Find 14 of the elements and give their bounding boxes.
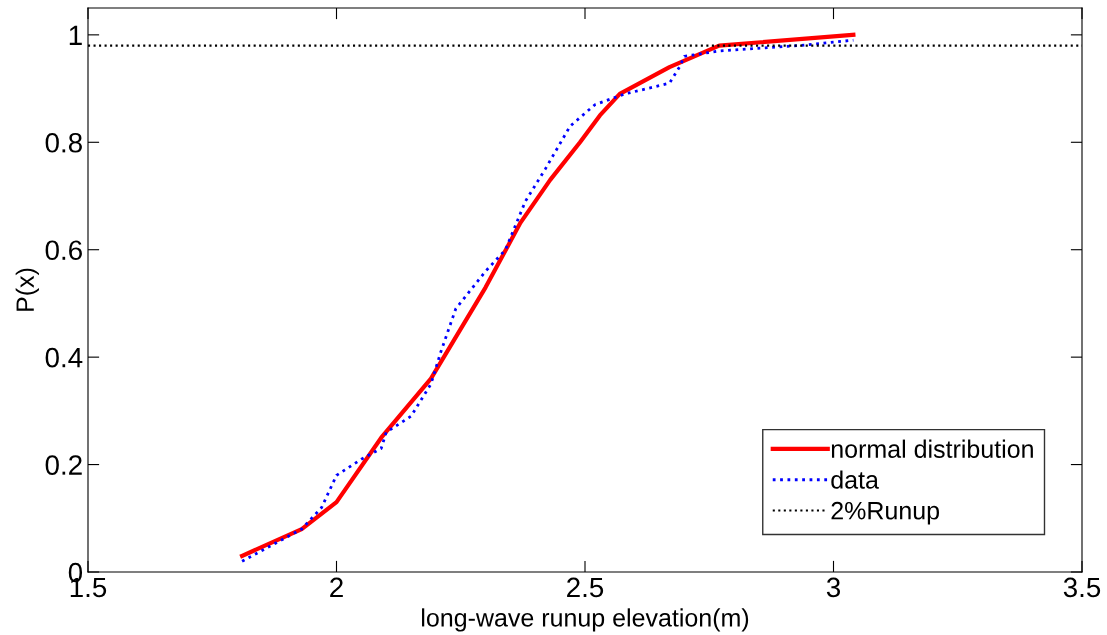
y-axis-title: P(x) — [15, 268, 39, 311]
x-tick-label: 3 — [826, 577, 840, 598]
y-tick-label: 1 — [69, 25, 82, 45]
x-axis-title: long-wave runup elevation(m) — [422, 608, 749, 632]
x-tick-label: 3.5 — [1063, 577, 1101, 598]
legend-label: data — [831, 470, 879, 489]
x-tick-label: 2.5 — [567, 577, 604, 598]
y-tick-label: 0.6 — [45, 240, 82, 261]
y-tick-label: 0.4 — [45, 347, 83, 368]
y-tick-label: 0.2 — [45, 455, 82, 475]
legend-label: normal distribution — [831, 439, 1033, 458]
y-tick-label: 0.8 — [45, 132, 82, 153]
legend-label: 2%Runup — [831, 501, 940, 525]
x-tick-label: 2 — [330, 577, 343, 597]
